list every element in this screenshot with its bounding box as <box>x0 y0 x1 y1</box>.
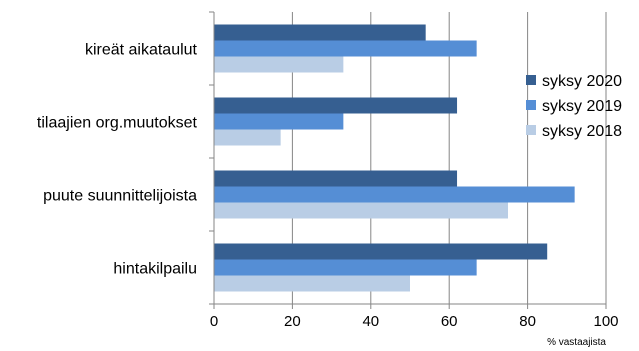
bar <box>214 41 477 57</box>
bar <box>214 130 281 146</box>
bar <box>214 171 457 187</box>
legend-label: syksy 2020 <box>542 73 622 90</box>
x-tick-label: 40 <box>362 313 379 330</box>
legend-swatch <box>526 125 536 135</box>
x-tick-labels: 0 20 40 60 80 100 <box>210 313 619 330</box>
bar <box>214 57 343 73</box>
category-labels: kireät aikataulut tilaajien org.muutokset… <box>37 42 198 278</box>
x-tick-label: 20 <box>284 313 301 330</box>
bar <box>214 114 343 130</box>
legend-swatch <box>526 100 536 110</box>
bar <box>214 203 508 219</box>
bar <box>214 98 457 114</box>
bar <box>214 25 426 41</box>
bar <box>214 260 477 276</box>
bar <box>214 276 410 292</box>
category-label: hintakilpailu <box>113 261 197 278</box>
bar <box>214 244 547 260</box>
x-tick-label: 60 <box>441 313 458 330</box>
legend-swatch <box>526 75 536 85</box>
legend-label: syksy 2018 <box>542 123 622 140</box>
x-axis-label: % vastaajista <box>547 337 606 348</box>
bar <box>214 187 575 203</box>
bars <box>214 25 575 292</box>
category-label: puute suunnittelijoista <box>43 188 197 205</box>
legend: syksy 2020 syksy 2019 syksy 2018 <box>526 73 622 140</box>
legend-label: syksy 2019 <box>542 98 622 115</box>
x-tick-label: 80 <box>519 313 536 330</box>
category-label: kireät aikataulut <box>85 42 198 59</box>
x-tick-label: 100 <box>593 313 618 330</box>
category-label: tilaajien org.muutokset <box>37 115 198 132</box>
x-tick-label: 0 <box>210 313 218 330</box>
